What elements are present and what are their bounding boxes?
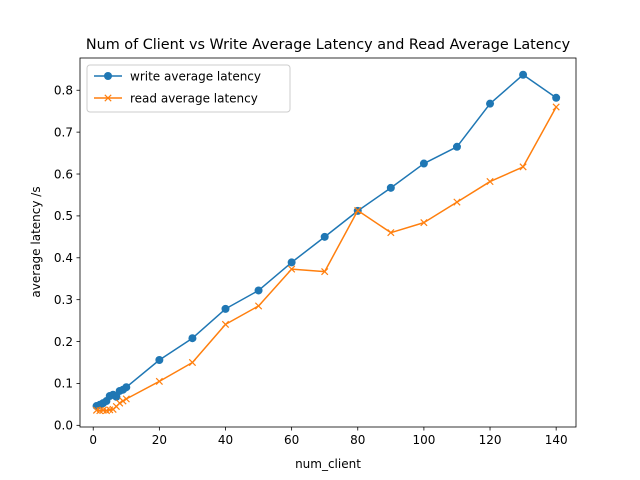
data-point [320,232,329,241]
plot-area [79,57,577,428]
y-axis: 0.0 0.1 0.2 0.3 0.4 0.5 0.6 0.7 0.8 [54,84,80,433]
data-point [188,358,197,367]
data-point [119,397,127,405]
data-point [155,355,164,364]
series-line [96,106,557,412]
data-point [552,93,561,102]
y-tick-label: 0.3 [54,293,73,307]
data-point [387,229,395,237]
series-layer [92,70,561,415]
data-point [112,392,121,401]
x-tick-label: 80 [350,433,365,447]
data-point [419,159,428,168]
legend-marker [104,94,112,102]
y-tick-label: 0.2 [54,335,73,349]
data-point [321,267,329,276]
y-tick-label: 0.7 [54,125,73,139]
data-point [386,183,395,192]
data-point [486,99,495,108]
y-tick-label: 0.4 [54,251,73,265]
data-point [354,206,362,215]
data-point [254,302,263,310]
data-point [221,304,230,313]
y-tick-label: 0.5 [54,209,73,223]
legend-item: write average latency [94,69,261,83]
data-point [287,258,296,267]
legend-item: read average latency [94,91,258,105]
data-point [453,198,461,206]
x-axis-label: num_client [295,457,361,471]
x-tick-label: 100 [412,433,435,447]
y-axis-label: average latency /s [29,186,43,297]
y-tick-label: 0.8 [54,84,73,98]
y-tick-label: 0.6 [54,167,73,181]
data-point [452,142,461,151]
legend: write average latency read average latenc… [86,64,291,113]
data-point [116,399,124,407]
data-point [486,177,494,186]
x-tick-label: 0 [89,433,97,447]
legend-label: write average latency [130,69,261,83]
data-point [221,320,230,329]
data-point [552,103,560,111]
data-point [519,70,528,79]
x-tick-label: 140 [545,433,568,447]
series-write [92,70,561,411]
x-axis: 0 20 40 60 80 100 120 140 [89,427,568,447]
y-tick-label: 0.0 [54,419,73,433]
data-point [188,334,197,343]
data-point [288,265,296,273]
legend-box [86,64,291,113]
plot-frame [79,57,577,428]
data-point [122,395,130,403]
legend-label: read average latency [130,91,258,105]
data-point [122,383,131,392]
data-point [155,377,163,385]
x-tick-label: 40 [218,433,233,447]
chart-title: Num of Client vs Write Average Latency a… [86,37,571,53]
y-tick-label: 0.1 [54,377,73,391]
x-tick-label: 20 [152,433,167,447]
x-tick-label: 120 [479,433,502,447]
x-tick-label: 60 [284,433,299,447]
data-point [420,218,428,227]
data-point [254,286,263,295]
data-point [519,163,527,171]
legend-marker [104,72,112,80]
series-read [92,103,560,415]
